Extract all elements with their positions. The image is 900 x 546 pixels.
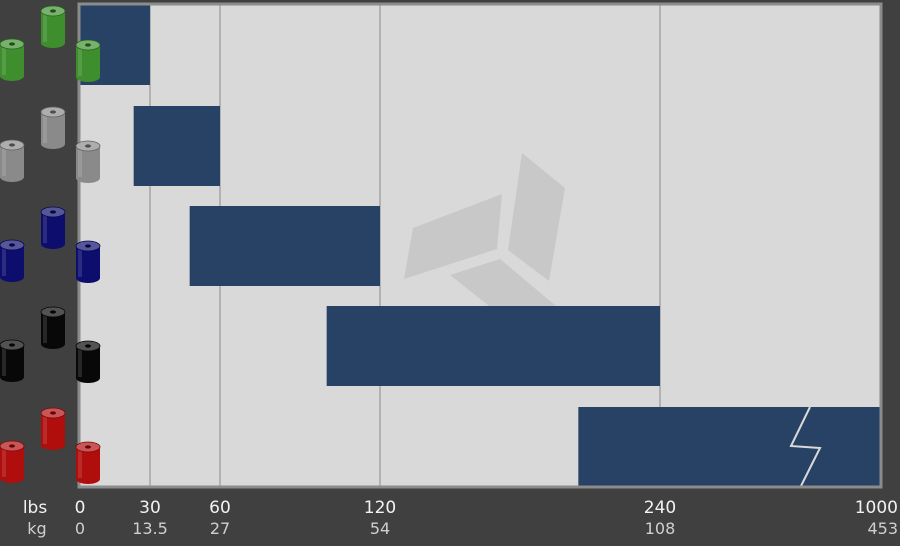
- bar-red: [578, 407, 880, 486]
- spring-icon-red-right: [75, 441, 101, 484]
- tick-label-lbs: 120: [364, 498, 396, 518]
- spring-icon-blue-right: [75, 240, 101, 283]
- spring-icon-blue-top: [40, 206, 66, 249]
- spring-icon-green-right: [75, 39, 101, 82]
- spring-icon-gray-left: [0, 139, 25, 182]
- spring-icon-blue-left: [0, 239, 25, 282]
- tick-label-lbs: 1000: [855, 498, 898, 518]
- tick-label-kg: 0: [75, 519, 85, 538]
- tick-label-kg: 453: [867, 519, 898, 538]
- spring-icon-gray-top: [40, 106, 66, 149]
- spring-icon-green-left: [0, 38, 25, 81]
- spring-icon-black-left: [0, 339, 25, 382]
- spring-icon-red-top: [40, 407, 66, 450]
- unit-label-kg: kg: [27, 519, 46, 538]
- spring-icon-black-top: [40, 306, 66, 349]
- logo-watermark: [404, 153, 565, 320]
- spring-icon-black-right: [75, 340, 101, 383]
- axis-break-mark: [789, 406, 822, 487]
- tick-label-kg: 27: [210, 519, 230, 538]
- tick-label-kg: 54: [370, 519, 390, 538]
- unit-label-lbs: lbs: [23, 498, 48, 518]
- bar-gray: [133, 106, 220, 186]
- tick-label-lbs: 240: [644, 498, 676, 518]
- bar-black: [326, 306, 660, 386]
- spring-icon-red-left: [0, 440, 25, 483]
- tick-label-kg: 13.5: [132, 519, 168, 538]
- spring-icon-gray-right: [75, 140, 101, 183]
- spring-icon-green-top: [40, 5, 66, 48]
- tick-label-kg: 108: [645, 519, 676, 538]
- tick-label-lbs: 0: [75, 498, 86, 518]
- bar-blue: [189, 206, 380, 286]
- tick-label-lbs: 60: [209, 498, 231, 518]
- tick-label-lbs: 30: [139, 498, 161, 518]
